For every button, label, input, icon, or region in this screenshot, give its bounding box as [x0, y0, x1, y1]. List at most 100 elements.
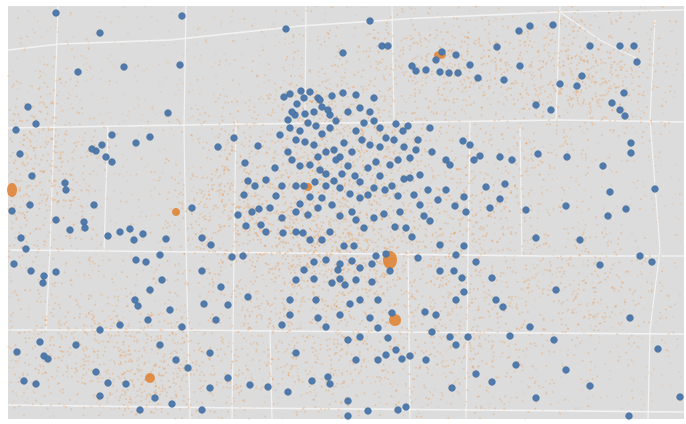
- density-point: [157, 337, 159, 340]
- density-point: [261, 273, 264, 276]
- density-point: [246, 242, 249, 245]
- density-point: [374, 178, 377, 181]
- density-point: [577, 79, 580, 82]
- density-point: [578, 183, 580, 186]
- density-point: [599, 58, 602, 61]
- density-point: [640, 198, 642, 201]
- density-point: [460, 250, 463, 253]
- density-point: [496, 167, 499, 170]
- density-point: [558, 270, 561, 273]
- density-point: [290, 206, 293, 209]
- density-point: [351, 234, 354, 236]
- density-point: [422, 351, 425, 354]
- density-point: [57, 356, 60, 359]
- density-point: [47, 129, 50, 132]
- density-point: [430, 280, 433, 283]
- density-point: [338, 200, 341, 203]
- density-point: [405, 261, 408, 264]
- density-point: [533, 276, 536, 279]
- density-point: [425, 282, 428, 284]
- density-point: [609, 34, 612, 37]
- density-point: [257, 202, 260, 205]
- density-point: [275, 347, 278, 349]
- density-point: [610, 311, 613, 314]
- density-point: [36, 214, 39, 217]
- density-point: [326, 349, 329, 352]
- density-point: [381, 311, 384, 314]
- density-point: [110, 334, 113, 337]
- density-point: [279, 87, 282, 89]
- density-point: [315, 92, 318, 95]
- density-point: [417, 164, 420, 167]
- density-point: [80, 229, 83, 232]
- density-point: [659, 255, 662, 257]
- density-point: [202, 255, 205, 258]
- density-point: [489, 133, 492, 136]
- density-point: [376, 293, 379, 296]
- density-point: [128, 401, 131, 404]
- density-point: [235, 348, 238, 351]
- density-point: [345, 228, 348, 231]
- density-point: [438, 189, 441, 192]
- density-point: [230, 182, 233, 185]
- density-point: [104, 161, 107, 164]
- density-point: [236, 125, 239, 128]
- density-point: [603, 81, 606, 84]
- density-point: [606, 50, 609, 53]
- density-point: [266, 152, 269, 154]
- density-point: [389, 104, 392, 107]
- density-point: [256, 166, 259, 169]
- density-point: [424, 386, 427, 389]
- density-point: [447, 124, 450, 127]
- density-point: [573, 29, 576, 32]
- density-point: [211, 127, 213, 130]
- density-point: [569, 67, 572, 70]
- density-point: [245, 210, 248, 213]
- density-point: [20, 212, 23, 215]
- density-point: [591, 98, 594, 101]
- density-point: [282, 174, 285, 177]
- density-point: [309, 256, 312, 259]
- density-point: [500, 86, 503, 89]
- density-point: [401, 10, 404, 13]
- density-point: [324, 167, 327, 170]
- density-point: [341, 197, 344, 200]
- density-point: [469, 346, 472, 349]
- density-point: [617, 134, 620, 137]
- density-point: [492, 126, 495, 129]
- density-point: [221, 198, 224, 201]
- density-point: [163, 319, 166, 322]
- density-point: [369, 80, 372, 83]
- density-point: [22, 194, 25, 197]
- density-point: [225, 158, 228, 161]
- density-point: [14, 106, 17, 109]
- density-point: [465, 186, 468, 189]
- density-point: [563, 37, 566, 40]
- density-point: [650, 120, 653, 123]
- density-point: [520, 287, 523, 290]
- density-point: [299, 117, 302, 120]
- density-point: [341, 220, 344, 223]
- density-point: [508, 304, 511, 307]
- density-point: [420, 350, 423, 352]
- density-point: [627, 270, 630, 273]
- density-point: [235, 141, 238, 144]
- density-point: [358, 185, 361, 188]
- density-point: [552, 57, 555, 60]
- density-point: [536, 50, 539, 53]
- density-point: [638, 65, 641, 68]
- density-point: [123, 355, 126, 358]
- density-point: [432, 275, 435, 278]
- density-point: [245, 171, 248, 174]
- density-point: [375, 290, 378, 293]
- density-point: [237, 205, 240, 208]
- density-point: [206, 176, 209, 179]
- density-point: [480, 191, 483, 194]
- density-point: [526, 103, 528, 106]
- density-point: [13, 83, 16, 86]
- density-point: [637, 75, 640, 78]
- density-point: [248, 219, 251, 222]
- density-point: [264, 206, 267, 209]
